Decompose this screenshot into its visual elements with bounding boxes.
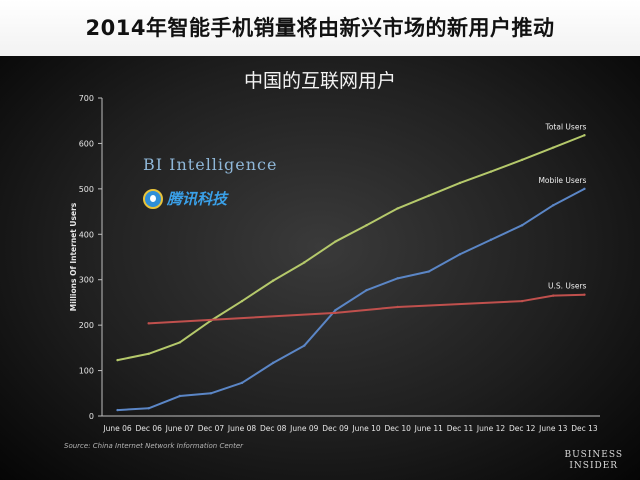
data-point [209,392,213,395]
data-point [334,308,337,312]
brand-line-1: BUSINESS [564,450,623,460]
x-tick-label: Dec 10 [384,424,411,433]
business-insider-logo: BUSINESS INSIDER [564,450,623,472]
data-point [396,207,399,210]
data-point [147,352,150,355]
data-point [520,299,524,303]
data-point [489,170,493,173]
data-point [116,408,119,412]
y-tick-label: 200 [79,321,94,330]
data-point [552,146,555,149]
page-title: 2014年智能手机销量将由新兴市场的新用户推动 [0,0,640,56]
x-tick-label: June 07 [165,424,194,433]
x-tick-label: June 13 [538,424,567,433]
data-point [583,134,586,137]
y-tick-label: 0 [89,412,94,421]
series-label: Total Users [545,122,587,131]
y-tick-label: 700 [79,94,94,103]
data-point [334,311,337,315]
x-tick-label: Dec 09 [322,424,349,433]
data-point [365,224,368,227]
data-point [240,381,244,385]
data-point [334,240,337,243]
data-point [178,341,182,344]
data-point [271,361,275,365]
brand-line-2: INSIDER [569,461,619,471]
y-tick-label: 500 [79,185,94,194]
series-label: Mobile Users [538,176,586,185]
x-tick-label: June 10 [351,424,380,433]
y-tick-label: 300 [79,276,94,285]
data-point [303,261,306,264]
x-tick-label: Dec 07 [198,424,225,433]
x-tick-label: Dec 08 [260,424,287,433]
data-point [583,293,586,296]
data-point [427,270,431,273]
data-point [552,204,555,207]
data-point [583,187,586,191]
series-line-u-s-users [148,293,585,325]
x-tick-label: June 09 [289,424,318,433]
chart-series [116,134,586,412]
series-line-total-users [117,134,585,362]
data-point [396,277,399,280]
x-tick-label: Dec 11 [447,424,474,433]
tencent-logo: 腾讯科技 [143,188,227,209]
data-point [178,394,182,398]
data-point [458,181,462,185]
data-point [271,279,275,282]
series-label: U.S. Users [548,282,586,291]
series-line-mobile-users [117,187,585,412]
tencent-label: 腾讯科技 [167,190,228,208]
source-note: Source: China Internet Network Informati… [64,442,244,450]
data-point [396,305,399,309]
data-point [552,294,555,297]
x-tick-label: June 11 [414,424,443,433]
chart-title: 中国的互联网用户 [243,70,396,92]
x-tick-label: Dec 13 [571,424,598,433]
tencent-icon [143,188,163,209]
data-point [240,299,244,303]
x-tick-label: June 06 [102,424,131,433]
chart-background [0,56,640,480]
y-tick-label: 400 [79,230,94,239]
data-point [147,322,150,325]
y-tick-label: 100 [79,367,94,376]
chart-labels: Total Users Mobile Users U.S. Users [538,122,586,290]
x-tick-label: Dec 12 [509,424,536,433]
y-tick-label: 600 [79,139,94,148]
data-point [116,358,119,362]
x-tick-label: Dec 06 [135,424,162,433]
x-tick-label: June 08 [227,424,256,433]
data-point [365,288,368,292]
bi-intelligence-logo: BI Intelligence [143,155,278,174]
data-point [520,158,524,161]
data-point [489,238,493,241]
y-axis-label: Millions Of Internet Users [69,202,78,311]
x-tick-label: June 12 [476,424,505,433]
data-point [303,344,306,347]
data-point [427,194,431,197]
data-point [147,407,150,410]
data-point [520,224,524,227]
data-point [458,253,462,256]
